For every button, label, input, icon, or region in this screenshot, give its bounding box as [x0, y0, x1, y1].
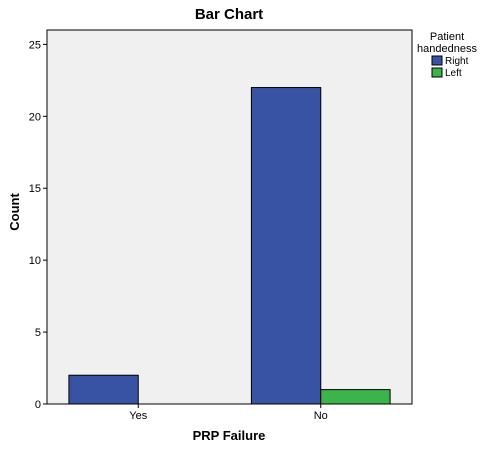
plot-area [46, 29, 413, 405]
legend-title-line-2: handedness [417, 43, 477, 55]
y-tick-label: 0 [35, 399, 41, 411]
y-tick-label: 10 [29, 255, 41, 267]
legend-label-right: Right [445, 56, 469, 67]
x-axis: Yes No [129, 404, 328, 422]
x-axis-label: PRP Failure [193, 428, 266, 443]
legend-label-left: Left [445, 68, 462, 79]
y-axis: 0 5 10 15 20 25 [29, 39, 47, 411]
y-tick-label: 25 [29, 39, 41, 51]
legend-swatch-right [431, 55, 443, 66]
y-tick-label: 15 [29, 183, 41, 195]
legend-swatch-left [431, 67, 443, 78]
chart-title: Bar Chart [195, 6, 263, 23]
bar-right-no [250, 87, 322, 405]
x-tick-label: No [314, 410, 328, 422]
x-tick-label: Yes [129, 410, 147, 422]
y-tick-label: 5 [35, 327, 41, 339]
bars-group [68, 87, 391, 405]
bar-left-no [320, 389, 391, 405]
y-tick-label: 20 [29, 111, 41, 123]
legend-title-line-1: Patient [430, 31, 464, 43]
y-axis-label: Count [7, 193, 22, 231]
bar-right-yes [68, 374, 139, 405]
